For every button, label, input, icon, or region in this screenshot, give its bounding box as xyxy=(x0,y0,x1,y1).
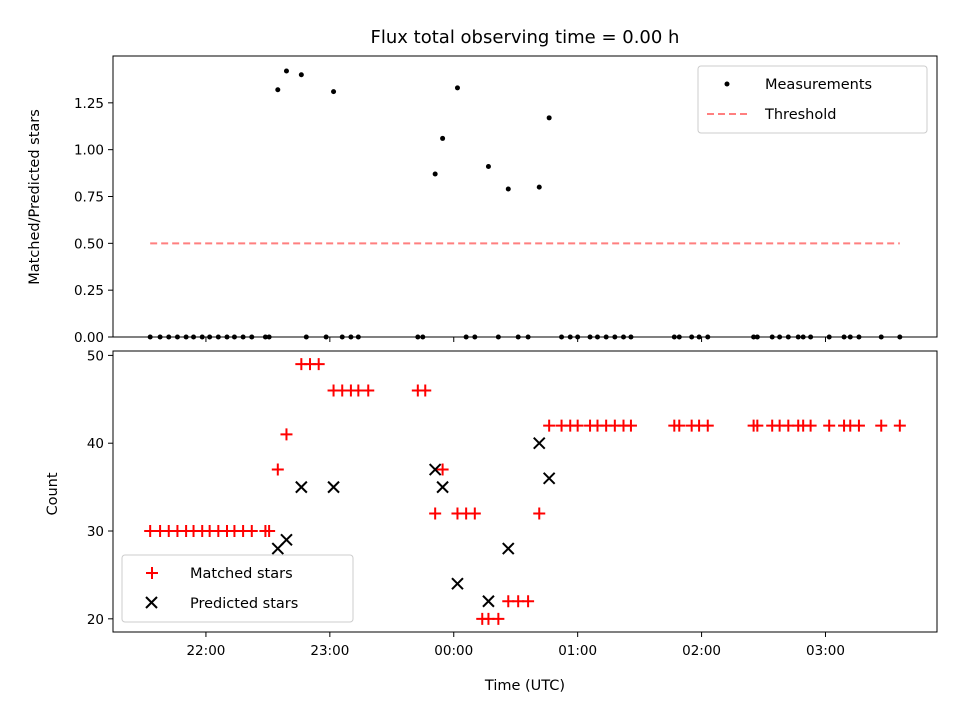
matched-stars-legend-label: Matched stars xyxy=(190,566,293,582)
predicted-star-marker xyxy=(428,463,442,476)
top-y-tick-label: 0.75 xyxy=(74,190,104,206)
predicted-star-marker xyxy=(280,533,293,547)
matched-stars-legend-marker xyxy=(146,567,158,579)
matched-star-marker xyxy=(280,428,293,441)
matched-star-marker xyxy=(429,507,442,520)
matched-star-marker xyxy=(543,419,556,432)
top-y-tick-label: 1.00 xyxy=(74,143,104,159)
measurement-point xyxy=(331,89,337,95)
measurement-point xyxy=(505,186,511,192)
matched-star-marker xyxy=(419,384,432,397)
matched-star-marker xyxy=(823,419,836,432)
predicted-star-marker xyxy=(542,472,556,485)
matched-star-marker xyxy=(533,507,546,520)
matched-star-marker xyxy=(312,358,325,371)
top-y-tick-label: 0.25 xyxy=(74,283,104,299)
matched-star-marker xyxy=(263,525,276,538)
measurement-point xyxy=(298,72,304,78)
threshold-legend-label: Threshold xyxy=(764,107,836,123)
bottom-x-tick-label: 02:00 xyxy=(682,643,721,659)
measurement-point xyxy=(283,68,289,74)
matched-star-marker xyxy=(893,419,906,432)
matched-star-marker xyxy=(673,419,686,432)
top-legend-box xyxy=(697,65,928,134)
matched-star-marker xyxy=(492,612,505,625)
matched-star-marker xyxy=(751,419,764,432)
top-y-tick-label: 0.00 xyxy=(74,330,104,346)
bottom-y-tick-label: 30 xyxy=(87,524,104,540)
matched-star-marker xyxy=(624,419,637,432)
predicted-stars-legend-label: Predicted stars xyxy=(190,596,298,612)
measurement-point xyxy=(275,87,281,93)
top-y-tick-label: 1.25 xyxy=(74,96,104,112)
measurements-legend-marker xyxy=(724,81,730,87)
matched-star-marker xyxy=(852,419,865,432)
matched-star-marker xyxy=(362,384,375,397)
top-y-tick-label: 0.50 xyxy=(74,236,104,252)
predicted-star-marker xyxy=(502,542,515,555)
matched-star-marker xyxy=(468,507,481,520)
predicted-star-marker xyxy=(295,480,308,494)
matched-star-marker xyxy=(875,419,888,432)
matched-star-marker xyxy=(701,419,714,432)
measurement-point xyxy=(536,184,542,190)
matched-star-marker xyxy=(571,419,584,432)
bottom-x-tick-label: 01:00 xyxy=(558,643,597,659)
bottom-x-tick-label: 22:00 xyxy=(186,643,225,659)
measurements-legend-label: Measurements xyxy=(765,77,872,93)
top-plot-frame xyxy=(112,55,938,338)
bottom-plot-frame xyxy=(112,350,938,633)
bottom-y-tick-label: 40 xyxy=(87,436,104,452)
matched-star-marker xyxy=(522,595,535,608)
top-chart-title: Flux total observing time = 0.00 h xyxy=(371,27,680,48)
bottom-y-tick-label: 50 xyxy=(87,348,104,364)
bottom-plot: 20 30 40 50 22:00 23:00 00:00 01:00 02:00 03:00 xyxy=(87,348,938,659)
x-axis-label: Time (UTC) xyxy=(484,678,565,694)
bottom-y-axis-label: Count xyxy=(45,472,61,515)
bottom-x-tick-label: 23:00 xyxy=(310,643,349,659)
bottom-x-tick-label: 00:00 xyxy=(434,643,473,659)
bottom-x-tick-label: 03:00 xyxy=(806,643,845,659)
measurement-point xyxy=(485,164,491,170)
measurement-point xyxy=(546,115,552,121)
matched-star-marker xyxy=(245,525,258,538)
measurement-point xyxy=(432,171,438,177)
matched-star-marker xyxy=(271,463,284,476)
top-y-axis-label: Matched/Predicted stars xyxy=(27,109,43,285)
predicted-star-marker xyxy=(533,436,546,450)
top-legend: Measurements Threshold xyxy=(697,65,928,134)
predicted-stars-legend-marker xyxy=(145,596,158,609)
bottom-legend-box xyxy=(121,554,354,623)
bottom-legend: Matched stars Predicted stars xyxy=(121,554,354,623)
predicted-star-marker xyxy=(327,480,340,494)
matched-star-marker xyxy=(436,463,449,476)
predicted-star-marker xyxy=(436,480,449,494)
matched-star-marker xyxy=(804,419,817,432)
measurement-point xyxy=(454,85,460,91)
measurement-point xyxy=(440,135,446,141)
predicted-star-marker xyxy=(451,577,464,590)
top-plot: 0.00 0.25 0.50 0.75 1.00 1.25 xyxy=(74,55,938,346)
predicted-star-marker xyxy=(482,595,495,608)
bottom-y-tick-label: 20 xyxy=(87,612,104,628)
